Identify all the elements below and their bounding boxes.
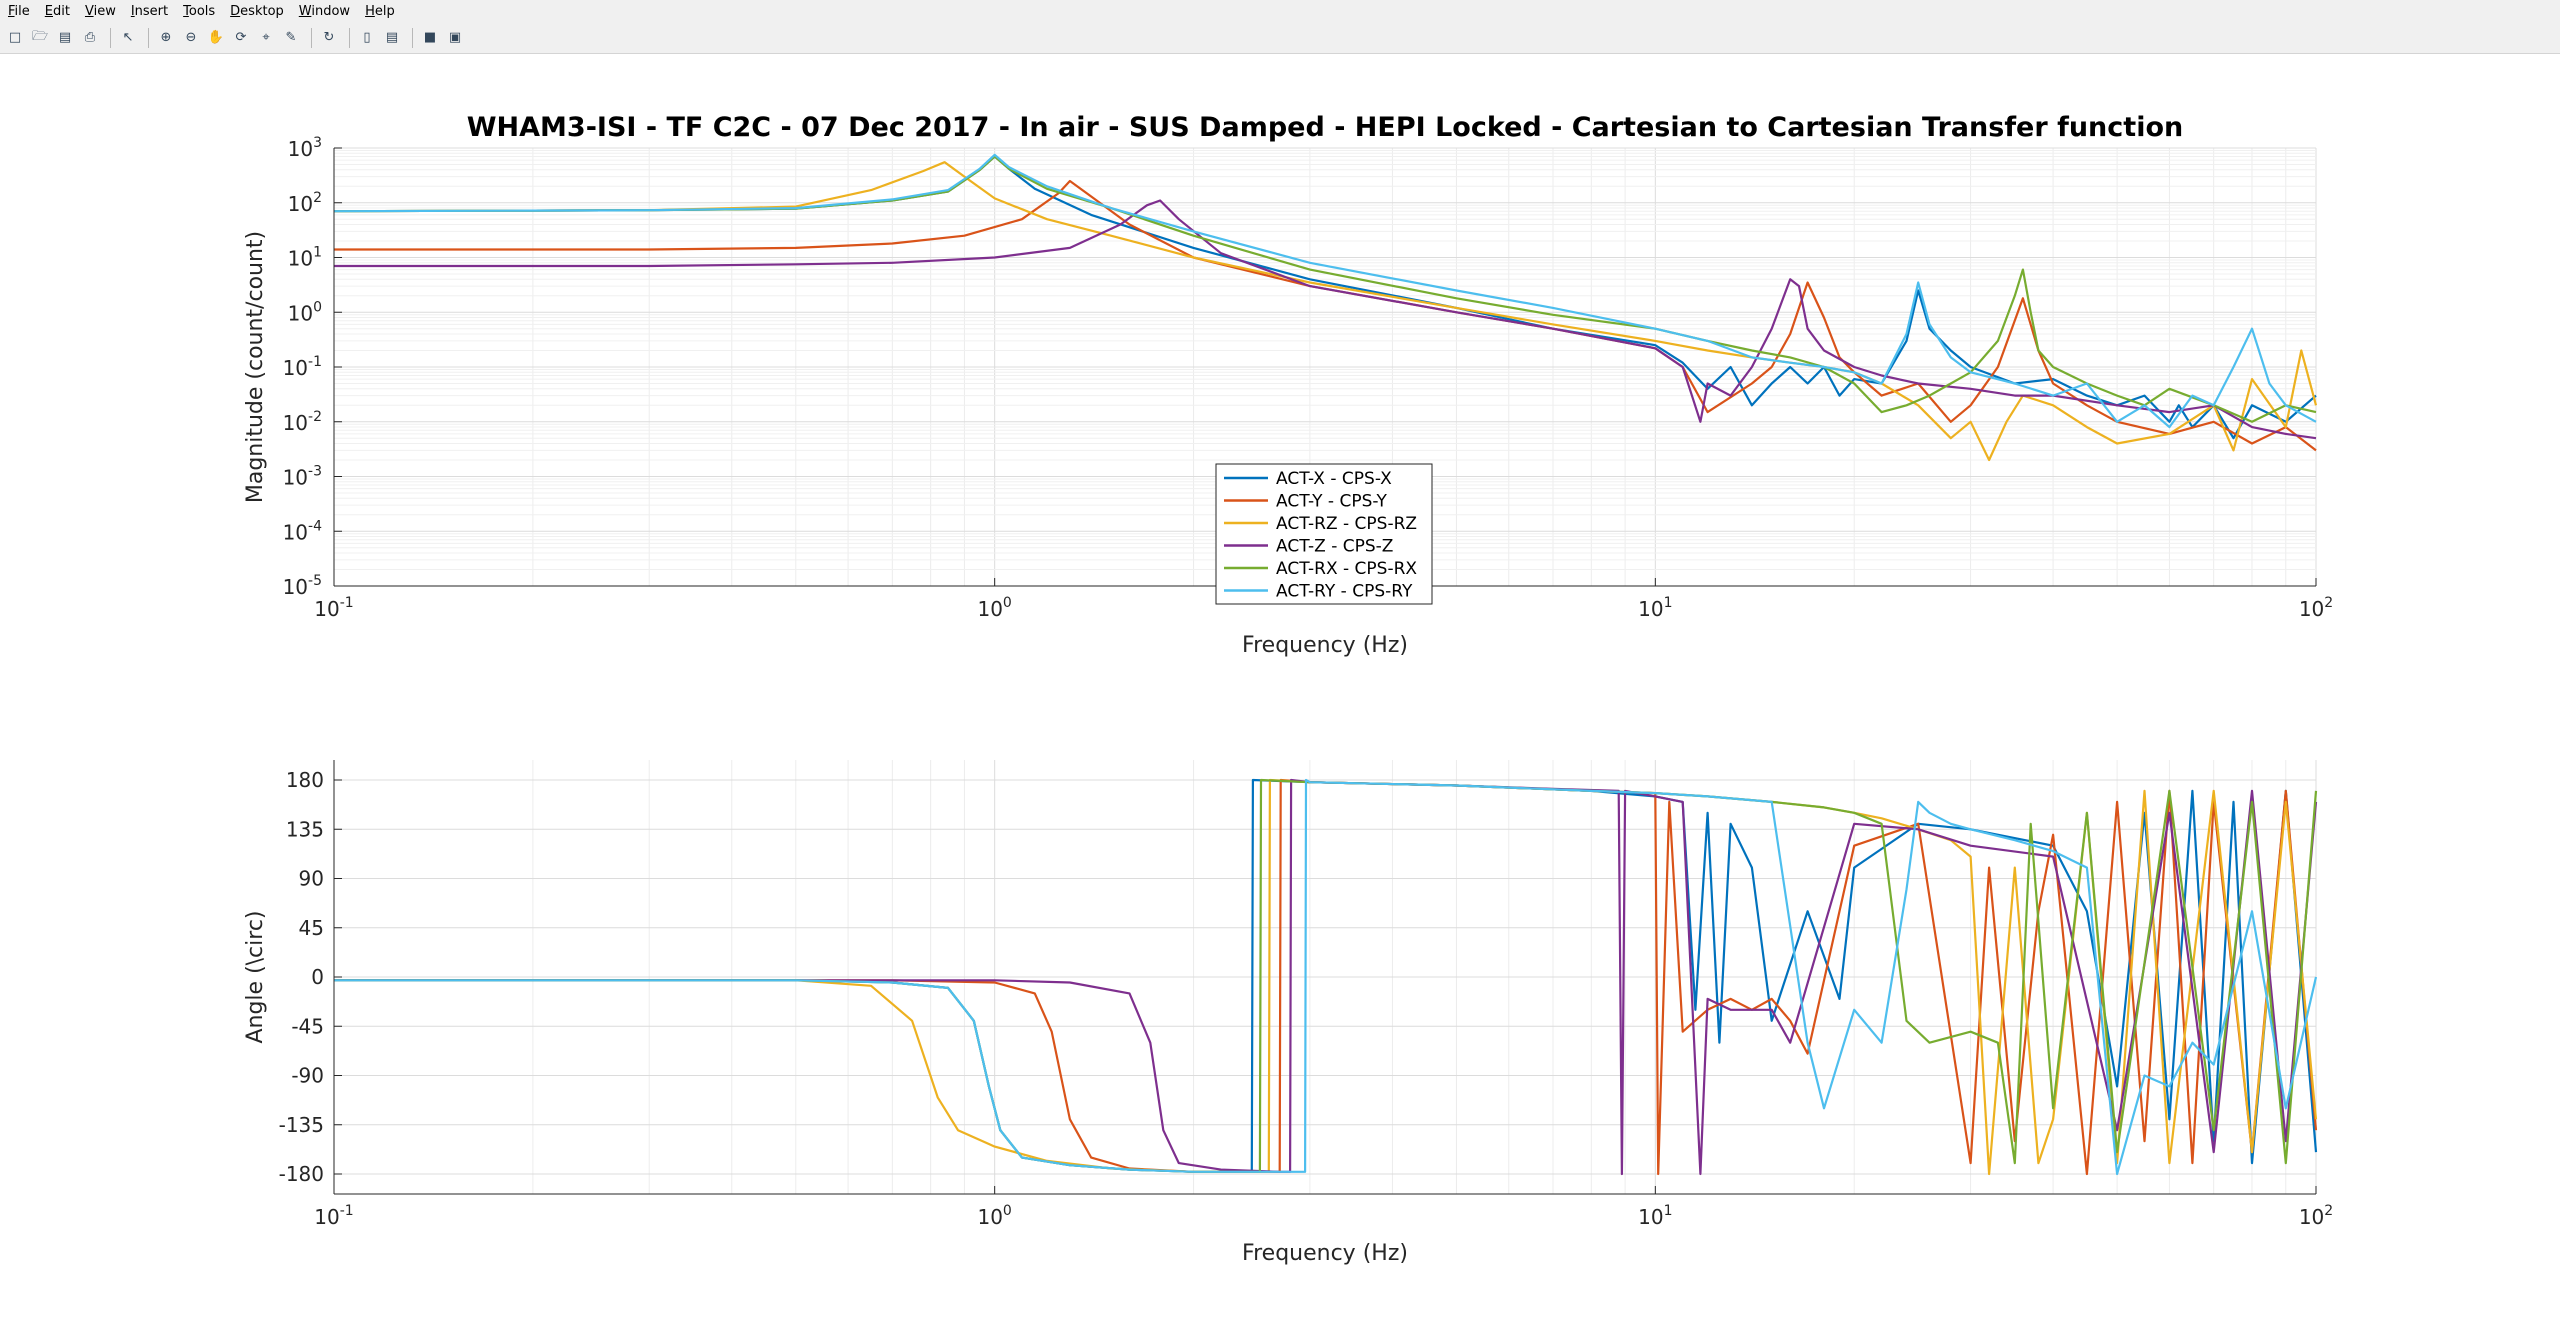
link-plot-icon[interactable]: ↻ xyxy=(323,30,335,45)
y-tick-label: 10-4 xyxy=(283,518,323,544)
toolbar-separator xyxy=(349,27,350,48)
menu-window[interactable]: Window xyxy=(298,3,351,19)
y-tick-label: 101 xyxy=(288,245,322,271)
menu-help[interactable]: Help xyxy=(365,3,395,19)
y-tick-label: 10-5 xyxy=(283,573,322,599)
menu-edit[interactable]: Edit xyxy=(44,3,70,19)
zoom-out-icon[interactable]: ⊖ xyxy=(185,30,197,45)
y-tick-label: 0 xyxy=(311,965,324,989)
y-tick-label: -180 xyxy=(279,1162,324,1186)
new-figure-icon[interactable]: □ xyxy=(8,30,22,45)
edit-plot-icon[interactable]: ↖ xyxy=(122,30,134,45)
series-line xyxy=(333,153,2317,429)
x-tick-label: 10-1 xyxy=(314,595,353,621)
legend-entry: ACT-RZ - CPS-RZ xyxy=(1276,514,1417,534)
series-line xyxy=(334,778,2318,1176)
y-tick-label: -135 xyxy=(279,1113,324,1137)
show-plot-tools-icon[interactable]: ▣ xyxy=(448,30,462,45)
x-tick-label: 102 xyxy=(2299,595,2333,621)
y-tick-label: 90 xyxy=(299,867,324,891)
open-file-icon[interactable]: 🗁 xyxy=(31,28,49,44)
menu-file[interactable]: File xyxy=(8,3,30,19)
colorbar-icon[interactable]: ▯ xyxy=(363,30,371,45)
data-cursor-icon[interactable]: ⌖ xyxy=(262,30,270,45)
menu-desktop[interactable]: Desktop xyxy=(230,3,284,19)
figure-svg: 10-1 100 101 10210-510-410-310-210-11001011… xyxy=(243,112,2333,1266)
y-tick-label: 103 xyxy=(288,135,322,161)
legend-box xyxy=(1215,463,1433,605)
x-tick-label: 102 xyxy=(2299,1203,2333,1229)
y-tick-label: 10-3 xyxy=(283,464,322,490)
pan-icon[interactable]: ✋ xyxy=(207,30,225,45)
rotate-3d-icon[interactable]: ⟳ xyxy=(235,30,247,45)
toolbar-separator xyxy=(311,27,312,48)
y-axis-label: Magnitude (count/count) xyxy=(243,231,268,503)
phase-axes: 10-1 100 101 102 180 135 90 45 0 -45 -90 -135 -180 Fr… xyxy=(243,760,2333,1266)
y-tick-label: 180 xyxy=(286,768,324,792)
toolbar-separator xyxy=(412,27,413,48)
y-tick-label: -90 xyxy=(291,1064,324,1088)
print-icon[interactable]: ⎙ xyxy=(84,30,96,45)
x-tick-label: 100 xyxy=(977,1203,1011,1229)
x-tick-label: 10-1 xyxy=(314,1203,353,1229)
y-tick-label: 102 xyxy=(288,190,322,216)
toolbar-separator xyxy=(148,27,149,48)
y-tick-label: 10-2 xyxy=(283,409,322,435)
menu-view[interactable]: View xyxy=(84,3,116,19)
chart-title: WHAM3-ISI - TF C2C - 07 Dec 2017 - In ai… xyxy=(467,112,2183,143)
toolbar-separator xyxy=(110,27,111,48)
menu-bar: File Edit View Insert Tools Desktop Wind… xyxy=(0,0,2560,22)
series-line xyxy=(334,179,2317,452)
y-tick-label: 45 xyxy=(299,916,324,940)
menu-insert[interactable]: Insert xyxy=(130,3,169,19)
legend-icon[interactable]: ▤ xyxy=(385,30,399,45)
x-axis-label: Frequency (Hz) xyxy=(1242,633,1408,658)
y-tick-label: -45 xyxy=(291,1014,324,1038)
y-tick-label: 100 xyxy=(288,299,322,325)
figure-canvas: 10-1 100 101 102 10-5 10-4 10-3 10-2 10-1 100 101 1… xyxy=(0,54,2560,1338)
magnitude-axes: 10-1 100 101 102 10-5 10-4 10-3 10-2 10-1 100 101 1… xyxy=(243,112,2333,658)
x-tick-label: 100 xyxy=(977,595,1011,621)
y-tick-label: 135 xyxy=(286,817,324,841)
legend-entry: ACT-Y - CPS-Y xyxy=(1276,492,1387,512)
y-tick-label: 10-1 xyxy=(283,354,322,380)
x-tick-label: 101 xyxy=(1638,595,1672,621)
x-axis-label: Frequency (Hz) xyxy=(1242,1241,1408,1266)
zoom-in-icon[interactable]: ⊕ xyxy=(160,30,172,45)
legend-entry: ACT-RX - CPS-RX xyxy=(1276,559,1417,579)
x-tick-label: 101 xyxy=(1638,1203,1672,1229)
menu-tools[interactable]: Tools xyxy=(183,3,216,19)
legend-entry: ACT-X - CPS-X xyxy=(1276,469,1392,489)
series-line xyxy=(334,199,2317,440)
brush-icon[interactable]: ✎ xyxy=(285,30,297,45)
hide-plot-tools-icon[interactable]: ■ xyxy=(423,30,437,45)
y-axis-label: Angle (\circ) xyxy=(243,910,268,1043)
figure-toolbar: □ 🗁 ▤ ⎙ ↖ ⊕ ⊖ ✋ ⟳ ⌖ ✎ ↻ ▯ ▤ ■ ▣ xyxy=(0,22,2560,54)
save-icon[interactable]: ▤ xyxy=(58,30,72,45)
series-line xyxy=(334,778,2318,1176)
legend-entry: ACT-Z - CPS-Z xyxy=(1276,537,1393,557)
legend-entry: ACT-RY - CPS-RY xyxy=(1276,582,1413,602)
